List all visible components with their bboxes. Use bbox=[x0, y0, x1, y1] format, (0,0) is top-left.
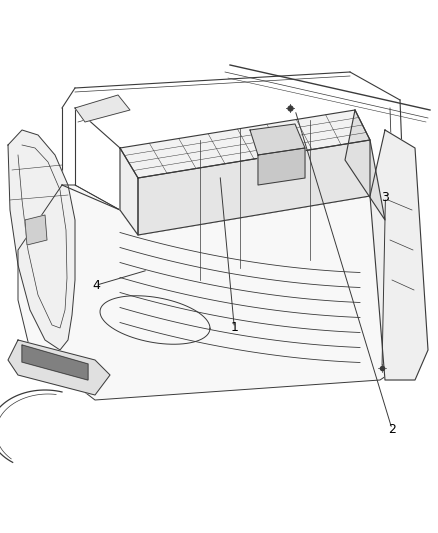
Polygon shape bbox=[18, 185, 410, 400]
Text: 3: 3 bbox=[381, 191, 389, 204]
Text: 4: 4 bbox=[92, 279, 100, 292]
Polygon shape bbox=[345, 110, 385, 220]
Polygon shape bbox=[75, 95, 130, 122]
Polygon shape bbox=[120, 110, 370, 178]
Text: 2: 2 bbox=[388, 423, 396, 435]
Polygon shape bbox=[120, 148, 138, 235]
Polygon shape bbox=[258, 148, 305, 185]
Polygon shape bbox=[22, 345, 88, 380]
Polygon shape bbox=[250, 124, 305, 155]
Polygon shape bbox=[8, 340, 110, 395]
Polygon shape bbox=[8, 130, 75, 350]
Text: 1: 1 bbox=[230, 321, 238, 334]
Polygon shape bbox=[370, 130, 428, 380]
Polygon shape bbox=[138, 140, 370, 235]
Polygon shape bbox=[25, 215, 47, 245]
